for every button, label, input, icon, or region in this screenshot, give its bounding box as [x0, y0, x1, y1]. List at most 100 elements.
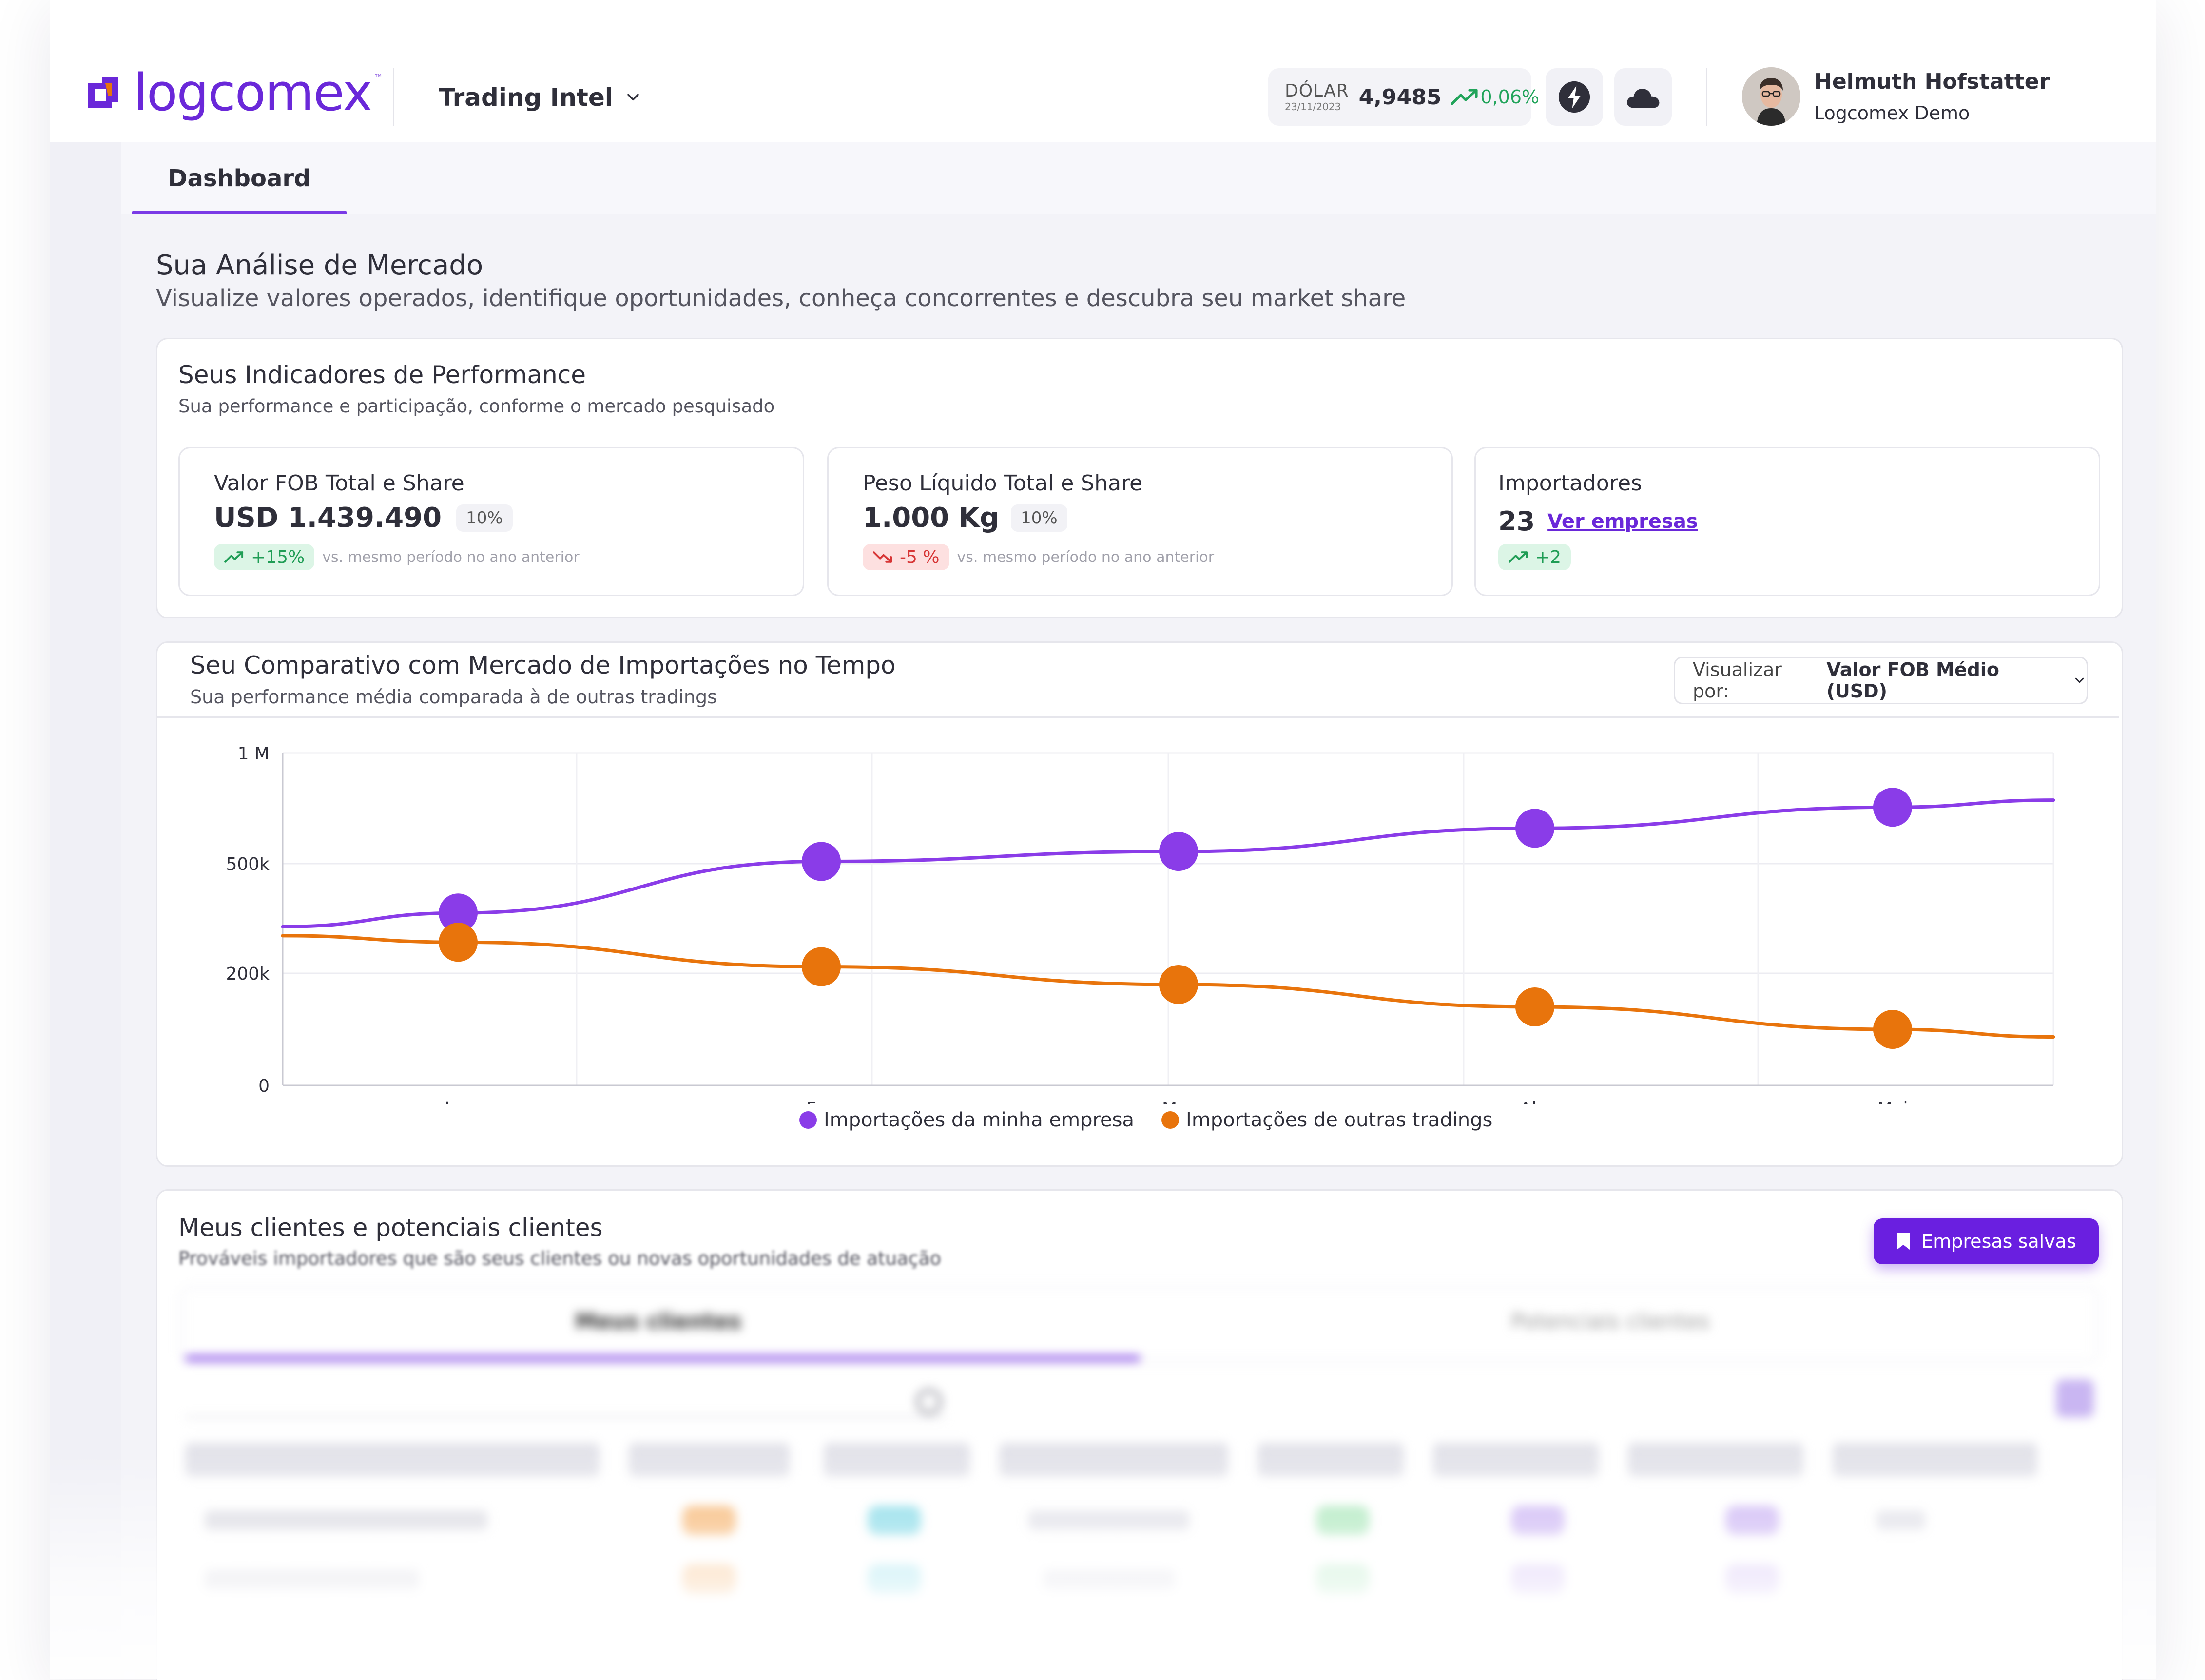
- y-tick-label: 0: [258, 1076, 270, 1096]
- cloud-button[interactable]: [1614, 68, 1672, 126]
- lightning-icon: [1558, 81, 1590, 113]
- bookmark-icon: [1897, 1233, 1910, 1250]
- page-title: Sua Análise de Mercado: [156, 250, 484, 281]
- logo-text: logcomex: [134, 63, 372, 122]
- chart-legend: Importações da minha empresa Importações…: [799, 1106, 1520, 1134]
- logo[interactable]: logcomex ™: [83, 63, 383, 122]
- share-badge: 10%: [456, 504, 513, 532]
- comparison-card: [156, 641, 2123, 1167]
- chevron-down-icon: [2075, 677, 2084, 683]
- dollar-change: 0,06%: [1480, 86, 1540, 108]
- dollar-value: 4,9485: [1358, 84, 1442, 110]
- legend-swatch: [1161, 1111, 1180, 1129]
- tab-my-clients[interactable]: Meus clientes: [575, 1309, 741, 1334]
- header-divider: [393, 68, 394, 126]
- metric-select-value: Valor FOB Médio (USD): [1826, 659, 1999, 702]
- product-selector[interactable]: Trading Intel: [439, 78, 641, 117]
- data-point: [439, 893, 478, 933]
- delta-badge-negative: -5 %: [863, 544, 949, 570]
- y-tick-label: 1 M: [238, 744, 270, 764]
- legend-label: Importações da minha empresa: [824, 1109, 1135, 1131]
- filter-button[interactable]: [2056, 1379, 2094, 1417]
- legend-item[interactable]: Importações de outras tradings: [1161, 1109, 1492, 1131]
- delta-note: vs. mesmo período no ano anterior: [322, 548, 580, 566]
- x-tick-label: Mar: [1162, 1099, 1195, 1104]
- saved-companies-button[interactable]: Empresas salvas: [1874, 1218, 2099, 1264]
- share-badge: 10%: [1011, 504, 1067, 532]
- x-tick-label: Mai: [1877, 1099, 1908, 1104]
- data-point: [802, 842, 841, 881]
- kpi-value: 23: [1498, 506, 1535, 537]
- legend-swatch: [799, 1111, 817, 1129]
- kpi-title: Valor FOB Total e Share: [214, 471, 464, 496]
- clients-subtitle: Prováveis importadores que são seus clie…: [178, 1248, 941, 1269]
- tab-active-indicator: [185, 1356, 1141, 1361]
- kpi-fob-card: Valor FOB Total e Share USD 1.439.490 10…: [178, 447, 804, 596]
- metric-select[interactable]: Visualizar por: Valor FOB Médio (USD): [1674, 657, 2088, 704]
- delta-badge-positive: +15%: [214, 544, 315, 570]
- clients-tabs: [180, 1287, 2099, 1363]
- x-tick-label: Fev: [806, 1099, 836, 1104]
- data-point: [1515, 987, 1554, 1026]
- legend-label: Importações de outras tradings: [1186, 1109, 1493, 1131]
- top-bar: [50, 0, 2156, 144]
- quick-actions-button[interactable]: [1546, 68, 1603, 126]
- performance-subtitle: Sua performance e participação, conforme…: [178, 396, 775, 417]
- view-companies-link[interactable]: Ver empresas: [1547, 510, 1698, 533]
- delta-value: +15%: [251, 547, 305, 567]
- avatar[interactable]: [1742, 67, 1800, 126]
- delta-value: -5 %: [900, 547, 940, 567]
- x-tick-label: Abr: [1520, 1099, 1550, 1104]
- comparison-title: Seu Comparativo com Mercado de Importaçõ…: [190, 651, 896, 679]
- kpi-value: 1.000 Kg: [863, 502, 1000, 534]
- line-chart: 0 200k 500k 1 M Jan Fev Mar Abr Mai: [226, 744, 2055, 1104]
- kpi-value: USD 1.439.490: [214, 502, 442, 534]
- trending-up-icon: [1509, 551, 1528, 563]
- left-gutter: [50, 142, 121, 1679]
- data-point: [1515, 809, 1554, 848]
- user-org: Logcomex Demo: [1814, 102, 1970, 124]
- y-tick-label: 500k: [226, 854, 270, 874]
- tab-bar: [50, 142, 2156, 214]
- x-tick-label: Jan: [444, 1099, 472, 1104]
- cloud-icon: [1627, 89, 1660, 108]
- data-point: [802, 947, 841, 986]
- logo-trademark: ™: [373, 72, 384, 84]
- search-icon: [916, 1389, 942, 1414]
- delta-value: +2: [1535, 547, 1562, 567]
- tab-active-indicator: [132, 211, 347, 214]
- data-point: [1159, 832, 1198, 871]
- tab-dashboard-label: Dashboard: [168, 165, 311, 192]
- user-name: Helmuth Hofstatter: [1814, 69, 2050, 94]
- header-divider: [1706, 68, 1707, 126]
- page-subtitle: Visualize valores operados, identifique …: [156, 285, 1406, 312]
- search-input[interactable]: [185, 1382, 946, 1418]
- performance-title: Seus Indicadores de Performance: [178, 361, 586, 389]
- saved-companies-label: Empresas salvas: [1921, 1231, 2076, 1252]
- legend-item[interactable]: Importações da minha empresa: [799, 1109, 1134, 1131]
- delta-badge-positive: +2: [1498, 544, 1571, 570]
- dollar-rate-widget: DÓLAR 23/11/2023 4,9485 0,06%: [1268, 68, 1539, 126]
- comparison-subtitle: Sua performance média comparada à de out…: [190, 686, 717, 708]
- kpi-weight-card: Peso Líquido Total e Share 1.000 Kg 10% …: [827, 447, 1453, 596]
- product-label: Trading Intel: [439, 83, 613, 112]
- data-point: [1159, 965, 1198, 1004]
- metric-select-prefix: Visualizar por:: [1693, 659, 1782, 702]
- y-tick-label: 200k: [226, 964, 270, 984]
- bottom-fade: [50, 1452, 2156, 1679]
- kpi-title: Peso Líquido Total e Share: [863, 471, 1143, 496]
- clients-title: Meus clientes e potenciais clientes: [178, 1214, 603, 1242]
- data-point: [1873, 788, 1912, 827]
- logo-mark-icon: [83, 73, 123, 113]
- tab-potential-clients[interactable]: Potenciais clientes: [1511, 1309, 1710, 1334]
- trending-up-icon: [1451, 89, 1478, 105]
- trending-down-icon: [873, 551, 892, 563]
- kpi-importers-card: Importadores 23 Ver empresas +2: [1474, 447, 2100, 596]
- tab-dashboard[interactable]: Dashboard: [132, 142, 347, 214]
- delta-note: vs. mesmo período no ano anterior: [957, 548, 1215, 566]
- trending-up-icon: [224, 551, 244, 563]
- dollar-date: 23/11/2023: [1285, 101, 1341, 113]
- chevron-down-icon: [627, 94, 639, 101]
- data-point: [439, 923, 478, 962]
- dollar-label: DÓLAR: [1285, 81, 1349, 101]
